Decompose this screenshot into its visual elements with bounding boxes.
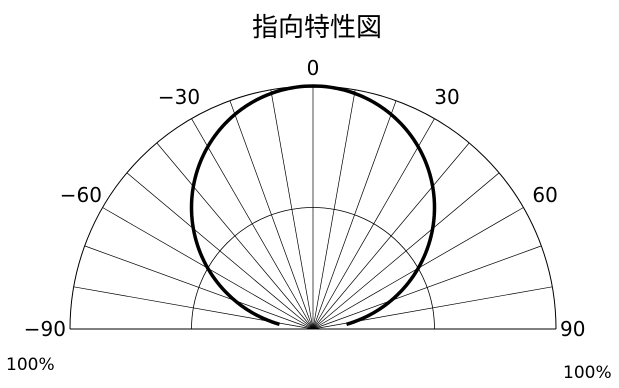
grid-radial-line [191,118,314,330]
angle-tick-label: 90 [560,317,585,341]
grid-radial-line [312,100,397,330]
angle-tick-label: −90 [24,317,66,341]
grid-radial-line [84,245,314,330]
directivity-series [189,84,437,326]
grid-radial-line [312,142,470,330]
radial-label-left: 100% [6,355,55,375]
polar-grid [69,85,557,330]
grid-radial-line [270,89,314,330]
series-curve [189,84,437,326]
angle-tick-label: −60 [60,183,102,207]
radial-label-right: 100% [563,363,612,383]
grid-radial-line [126,172,314,330]
angle-tick-label: −30 [158,85,200,109]
grid-radial-line [312,118,435,330]
angle-tick-label: 60 [532,183,557,207]
grid-radial-line [312,245,542,330]
grid-radial-line [156,142,314,330]
chart-title: 指向特性図 [252,13,382,43]
angle-tick-labels: −90 −60 −30 0 30 60 90 [24,56,586,341]
grid-radial-line [312,89,356,330]
grid-radial-line [229,100,314,330]
angle-tick-label: 30 [434,85,459,109]
grid-radial-line [312,172,500,330]
angle-tick-label: 0 [307,56,320,80]
